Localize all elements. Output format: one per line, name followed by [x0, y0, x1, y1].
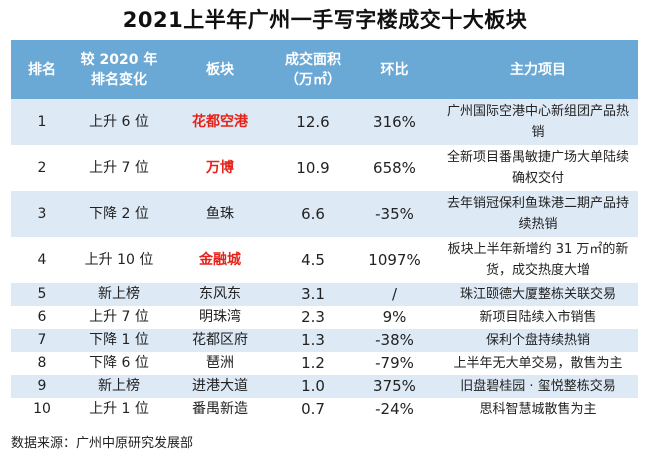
rank-cell: 4 [11, 237, 73, 283]
rank-change-cell: 下降 6 位 [73, 352, 165, 375]
rank-cell: 3 [11, 191, 73, 237]
area-cell: 0.7 [275, 398, 351, 421]
ratio-cell: 316% [351, 99, 438, 145]
data-source-note: 数据来源：广州中原研究发展部 [11, 436, 194, 451]
table-row: 5 新上榜 东风东 3.1/珠江颐德大厦整栋关联交易 [11, 283, 638, 306]
table-row: 4 上升 10 位金融城 4.5 1097% 板块上半年新增约 31 万㎡的新货，成交热… [11, 237, 638, 283]
project-cell: 思科智慧城散售为主 [438, 398, 638, 421]
area-cell: 10.9 [275, 145, 351, 191]
rank-cell: 8 [11, 352, 73, 375]
rank-change-cell: 上升 7 位 [73, 145, 165, 191]
rank-cell: 5 [11, 283, 73, 306]
header-area-line2: （万㎡） [285, 71, 341, 88]
table-row: 10 上升 1 位番禺新造 0.7 -24% 思科智慧城散售为主 [11, 398, 638, 421]
project-cell: 去年销冠保利鱼珠港二期产品持续热销 [438, 191, 638, 237]
header-rank-change-line2: 排名变化 [91, 71, 147, 88]
project-cell: 保利个盘持续热销 [438, 329, 638, 352]
area-cell: 4.5 [275, 237, 351, 283]
rank-change-cell: 新上榜 [73, 375, 165, 398]
rank-change-cell: 上升 10 位 [73, 237, 165, 283]
area-cell: 2.3 [275, 306, 351, 329]
ratio-cell: / [351, 283, 438, 306]
page-title: 2021上半年广州一手写字楼成交十大板块 [122, 8, 528, 32]
header-rank-change-line1: 较 2020 年 [80, 51, 158, 68]
project-cell: 珠江颐德大厦整栋关联交易 [438, 283, 638, 306]
block-cell: 花都空港 [165, 99, 275, 145]
block-cell: 番禺新造 [165, 398, 275, 421]
rank-change-cell: 上升 1 位 [73, 398, 165, 421]
area-cell: 12.6 [275, 99, 351, 145]
header-block: 板块 [165, 40, 275, 99]
rank-change-cell: 下降 1 位 [73, 329, 165, 352]
project-cell: 旧盘碧桂园 · 玺悦整栋交易 [438, 375, 638, 398]
header-area: 成交面积 （万㎡） [275, 40, 351, 99]
project-cell: 广州国际空港中心新组团产品热销 [438, 99, 638, 145]
project-cell: 新项目陆续入市销售 [438, 306, 638, 329]
table-row: 8 下降 6 位琶洲 1.2 -79% 上半年无大单交易，散售为主 [11, 352, 638, 375]
table-row: 6 上升 7 位明珠湾 2.3 9% 新项目陆续入市销售 [11, 306, 638, 329]
table-row: 7 下降 1 位花都区府 1.3 -38% 保利个盘持续热销 [11, 329, 638, 352]
table-row: 1 上升 6 位花都空港 12.6 316% 广州国际空港中心新组团产品热销 [11, 99, 638, 145]
block-cell: 琶洲 [165, 352, 275, 375]
table-row: 9 新上榜 进港大道 1.0 375% 旧盘碧桂园 · 玺悦整栋交易 [11, 375, 638, 398]
table-row: 3 下降 2 位鱼珠 6.6 -35% 去年销冠保利鱼珠港二期产品持续热销 [11, 191, 638, 237]
block-cell: 万博 [165, 145, 275, 191]
rank-cell: 7 [11, 329, 73, 352]
area-cell: 1.2 [275, 352, 351, 375]
rank-change-cell: 上升 7 位 [73, 306, 165, 329]
rank-cell: 2 [11, 145, 73, 191]
block-cell: 金融城 [165, 237, 275, 283]
ratio-cell: -24% [351, 398, 438, 421]
block-cell: 进港大道 [165, 375, 275, 398]
header-project: 主力项目 [438, 40, 638, 99]
rank-cell: 10 [11, 398, 73, 421]
rank-cell: 6 [11, 306, 73, 329]
rank-change-cell: 下降 2 位 [73, 191, 165, 237]
project-cell: 板块上半年新增约 31 万㎡的新货，成交热度大增 [438, 237, 638, 283]
area-cell: 1.0 [275, 375, 351, 398]
rank-change-cell: 上升 6 位 [73, 99, 165, 145]
block-cell: 鱼珠 [165, 191, 275, 237]
block-cell: 东风东 [165, 283, 275, 306]
header-rank-change: 较 2020 年 排名变化 [73, 40, 165, 99]
block-cell: 明珠湾 [165, 306, 275, 329]
table-row: 2 上升 7 位万博 10.9 658% 全新项目番禺敏捷广场大单陆续确权交付 [11, 145, 638, 191]
header-rank: 排名 [11, 40, 73, 99]
ratio-cell: -35% [351, 191, 438, 237]
area-cell: 3.1 [275, 283, 351, 306]
project-cell: 上半年无大单交易，散售为主 [438, 352, 638, 375]
ratio-cell: 1097% [351, 237, 438, 283]
header-area-line1: 成交面积 [285, 51, 341, 68]
ratio-cell: 658% [351, 145, 438, 191]
rank-change-cell: 新上榜 [73, 283, 165, 306]
ratio-cell: 9% [351, 306, 438, 329]
project-cell: 全新项目番禺敏捷广场大单陆续确权交付 [438, 145, 638, 191]
area-cell: 1.3 [275, 329, 351, 352]
ratio-cell: 375% [351, 375, 438, 398]
ratio-cell: -79% [351, 352, 438, 375]
rank-cell: 1 [11, 99, 73, 145]
block-cell: 花都区府 [165, 329, 275, 352]
rank-cell: 9 [11, 375, 73, 398]
header-ratio: 环比 [351, 40, 438, 99]
area-cell: 6.6 [275, 191, 351, 237]
table-header-row: 排名 较 2020 年 排名变化 板块 成交面积 （万㎡） 环比 主力项目 [11, 40, 638, 99]
ratio-cell: -38% [351, 329, 438, 352]
